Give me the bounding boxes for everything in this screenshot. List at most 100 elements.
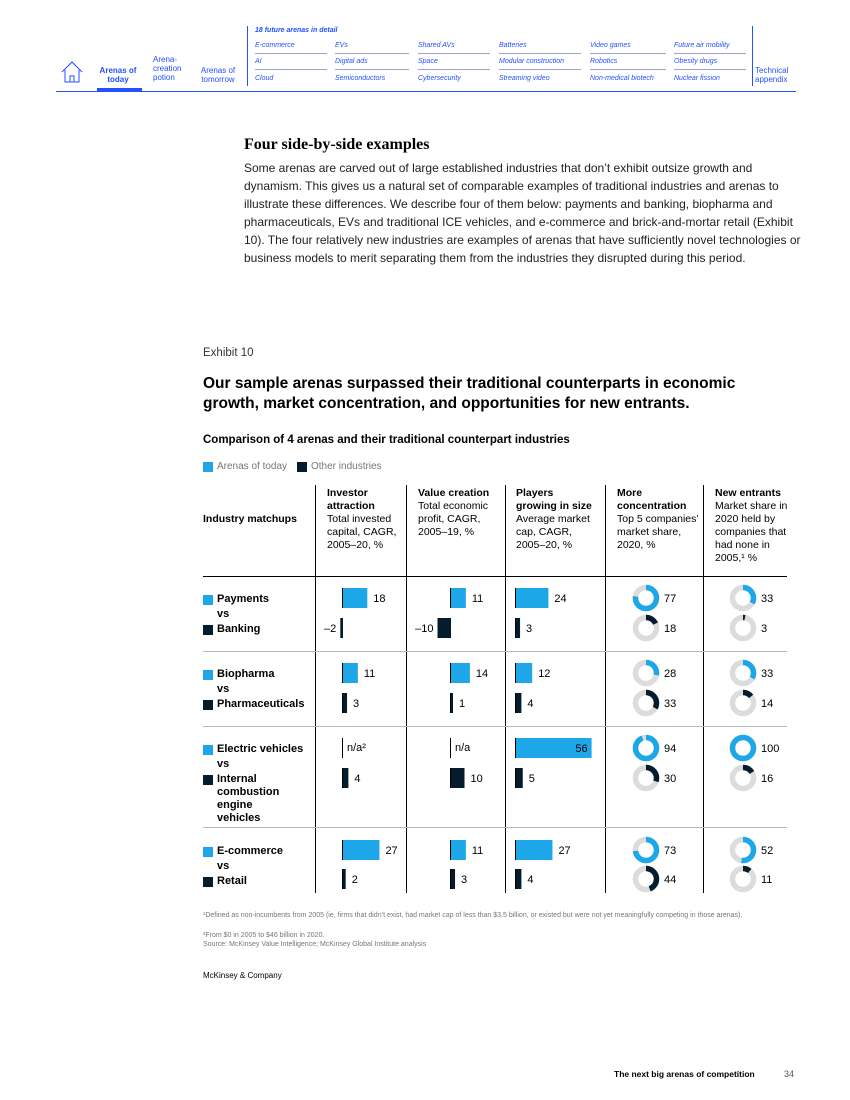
future-arena-separator bbox=[499, 69, 581, 70]
value-bar-other bbox=[451, 693, 453, 713]
entrants-value-label: 33 bbox=[761, 593, 773, 605]
players-value-label: 4 bbox=[527, 874, 533, 886]
grid-vline-1 bbox=[315, 485, 316, 893]
value-value-label: 3 bbox=[461, 874, 467, 886]
investor-value-label: 27 bbox=[385, 845, 397, 857]
row-label-arena: Payments bbox=[217, 593, 269, 605]
players-value-label: 27 bbox=[558, 845, 570, 857]
footnote-1: ¹Defined as non-incumbents from 2005 (ie… bbox=[203, 912, 743, 919]
row-label-other: Retail bbox=[217, 875, 247, 887]
value-value-label: –10 bbox=[415, 623, 433, 635]
future-arena-link[interactable]: Obesity drugs bbox=[674, 58, 718, 65]
nav-technical-appendix[interactable]: Technical appendix bbox=[755, 66, 789, 84]
investor-na-label: n/a² bbox=[347, 742, 366, 754]
concentration-ring-other bbox=[632, 689, 660, 717]
col-header-investor-bold: Investor attraction bbox=[327, 487, 375, 512]
players-bar-arena bbox=[516, 588, 549, 608]
investor-baseline bbox=[342, 738, 343, 758]
players-bar-arena bbox=[516, 663, 533, 683]
col-header-value-bold: Value creation bbox=[418, 487, 490, 499]
future-arena-link[interactable]: Semiconductors bbox=[335, 75, 386, 82]
future-arena-link[interactable]: Robotics bbox=[590, 58, 618, 65]
future-arena-link[interactable]: Nuclear fission bbox=[674, 75, 720, 82]
col-header-investor-desc: Total invested capital, CAGR, 2005–20, % bbox=[327, 513, 397, 551]
row-label-other: Pharmaceuticals bbox=[217, 698, 305, 710]
future-arena-separator bbox=[590, 69, 666, 70]
concentration-value-label: 77 bbox=[664, 593, 676, 605]
future-arena-link[interactable]: Space bbox=[418, 58, 438, 65]
future-arena-link[interactable]: Non-medical biotech bbox=[590, 75, 654, 82]
col-header-concentration: More concentration Top 5 companies’ marke… bbox=[617, 487, 699, 552]
row-label-other: Banking bbox=[217, 623, 261, 635]
future-arena-link[interactable]: Video games bbox=[590, 42, 631, 49]
investor-bar-other bbox=[343, 869, 346, 889]
players-bar-arena bbox=[516, 738, 592, 758]
future-arena-link[interactable]: E-commerce bbox=[255, 42, 295, 49]
future-arena-separator bbox=[499, 53, 581, 54]
future-arena-link[interactable]: Streaming video bbox=[499, 75, 550, 82]
value-baseline bbox=[450, 663, 451, 683]
value-bar-arena bbox=[451, 588, 466, 608]
players-baseline bbox=[515, 768, 516, 788]
entrants-ring-other bbox=[729, 764, 757, 792]
future-arena-link[interactable]: Batteries bbox=[499, 42, 527, 49]
entrants-ring-other bbox=[729, 689, 757, 717]
nav-arenas-of-tomorrow[interactable]: Arenas of tomorrow bbox=[200, 66, 236, 84]
row-label-vs: vs bbox=[217, 683, 230, 695]
investor-value-label: –2 bbox=[324, 623, 336, 635]
investor-bar-arena bbox=[343, 840, 380, 860]
future-arena-separator bbox=[335, 53, 409, 54]
future-arena-link[interactable]: Cloud bbox=[255, 75, 274, 82]
row-label-arena: E-commerce bbox=[217, 845, 284, 857]
players-bar-other bbox=[516, 693, 522, 713]
nav-arena-creation[interactable]: Arena-creation potion bbox=[153, 55, 182, 82]
col-header-players-bold: Players growing in size bbox=[516, 487, 592, 512]
row-swatch-other bbox=[203, 700, 213, 710]
legend-swatch-arenas bbox=[203, 462, 213, 472]
entrants-ring-arena bbox=[729, 659, 757, 687]
value-bar-other bbox=[451, 869, 456, 889]
future-arena-link[interactable]: EVs bbox=[335, 42, 348, 49]
col-header-players-desc: Average market cap, CAGR, 2005–20, % bbox=[516, 513, 590, 551]
future-arena-separator bbox=[590, 53, 666, 54]
future-arena-separator bbox=[674, 69, 746, 70]
future-arena-link[interactable]: Cybersecurity bbox=[418, 75, 461, 82]
section-body: Some arenas are carved out of large esta… bbox=[244, 161, 801, 265]
future-arena-link[interactable]: AI bbox=[255, 58, 262, 65]
future-arena-separator bbox=[255, 53, 327, 54]
investor-value-label: 18 bbox=[373, 593, 385, 605]
concentration-value-label: 28 bbox=[664, 668, 676, 680]
col-header-concentration-bold: More concentration bbox=[617, 487, 687, 512]
players-value-label: 56 bbox=[575, 743, 587, 755]
entrants-ring-arena bbox=[729, 836, 757, 864]
nav-arenas-of-today[interactable]: Arenas of today bbox=[99, 66, 137, 84]
concentration-value-label: 73 bbox=[664, 845, 676, 857]
future-arena-link[interactable]: Modular construction bbox=[499, 58, 564, 65]
players-bar-other bbox=[516, 768, 523, 788]
concentration-value-label: 18 bbox=[664, 623, 676, 635]
investor-value-label: 11 bbox=[364, 668, 375, 680]
home-icon[interactable] bbox=[60, 60, 84, 84]
players-baseline bbox=[515, 663, 516, 683]
players-bar-other bbox=[516, 869, 522, 889]
future-arena-separator bbox=[418, 53, 490, 54]
grid-vline-5 bbox=[703, 485, 704, 893]
exhibit-label: Exhibit 10 bbox=[203, 347, 254, 359]
investor-value-label: 2 bbox=[352, 874, 358, 886]
players-bar-other bbox=[516, 618, 521, 638]
players-value-label: 5 bbox=[529, 773, 535, 785]
investor-baseline bbox=[342, 869, 343, 889]
future-arena-separator bbox=[335, 69, 409, 70]
grid-hline-2 bbox=[203, 726, 787, 727]
value-na-label: n/a bbox=[455, 742, 471, 754]
future-arena-link[interactable]: Digital ads bbox=[335, 58, 368, 65]
col-header-investor: Investor attraction Total invested capita… bbox=[327, 487, 405, 552]
col-header-entrants-desc: Market share in 2020 held by companies t… bbox=[715, 500, 788, 564]
players-baseline bbox=[515, 693, 516, 713]
legend-label-arenas: Arenas of today bbox=[217, 461, 288, 472]
future-arena-link[interactable]: Future air mobility bbox=[674, 42, 730, 49]
future-arena-link[interactable]: Shared AVs bbox=[418, 42, 455, 49]
future-arena-separator bbox=[418, 69, 490, 70]
col-header-value: Value creation Total economic profit, CAG… bbox=[418, 487, 498, 539]
entrants-ring-track bbox=[729, 865, 757, 893]
